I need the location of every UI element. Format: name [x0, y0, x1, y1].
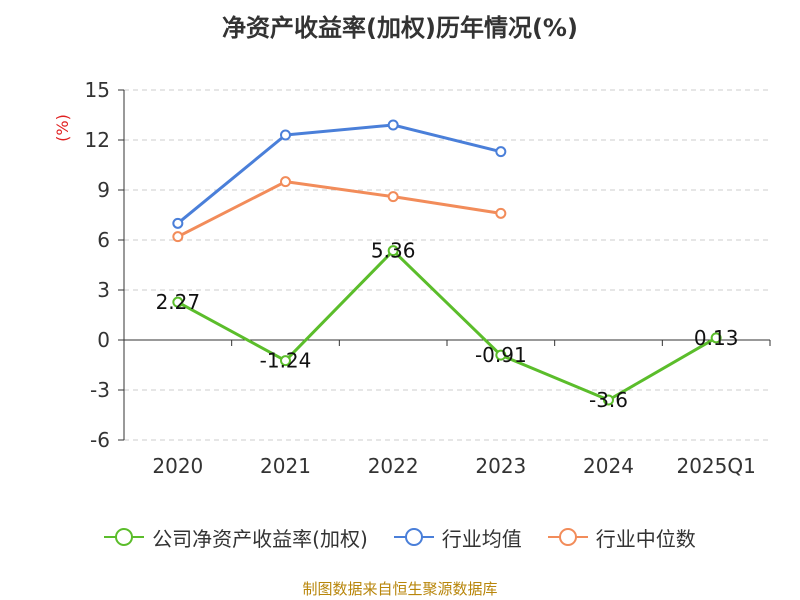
y-tick-label: 15: [85, 78, 110, 102]
line-chart: -6 -3 0 3 6 9 12 15 (%) 2020 2021 2022 2023 2024 2025Q…: [53, 78, 771, 478]
data-label: -0.91: [475, 343, 527, 367]
chart-legend: 公司净资产收益率(加权) 行业均值 行业中位数: [0, 520, 800, 554]
data-point: [280, 129, 291, 141]
x-tick-label: 2024: [583, 454, 634, 478]
data-point: [280, 176, 291, 188]
data-point: [172, 231, 184, 243]
y-tick-label: 0: [97, 328, 110, 352]
chart-title: 净资产收益率(加权)历年情况(%): [222, 14, 578, 42]
y-tick-label: 6: [97, 228, 110, 252]
data-point: [710, 332, 722, 344]
y-tick-label: 12: [85, 128, 110, 152]
legend-item[interactable]: 公司净资产收益率(加权): [104, 523, 368, 552]
legend-label: 公司净资产收益率(加权): [152, 526, 368, 551]
legend-item[interactable]: 行业均值: [393, 523, 522, 552]
data-point: [495, 207, 507, 219]
data-label: 5.36: [371, 239, 416, 263]
series-line: [177, 249, 717, 402]
legend-label: 行业均值: [441, 526, 522, 551]
data-point: [172, 217, 184, 229]
data-point: [387, 245, 399, 257]
series-line: [176, 123, 502, 225]
data-label: -1.24: [260, 349, 312, 373]
data-point: [495, 349, 507, 361]
legend-swatch-icon: [393, 527, 434, 547]
legend-swatch-icon: [547, 527, 588, 547]
x-tick-label: 2022: [368, 454, 419, 478]
data-point: [387, 119, 399, 131]
y-tick-label: -6: [90, 428, 110, 452]
x-tick-label: 2021: [260, 454, 311, 478]
data-point: [280, 355, 291, 367]
y-tick-label: 9: [97, 178, 110, 202]
legend-swatch-icon: [104, 527, 145, 547]
legend-label: 行业中位数: [595, 526, 696, 551]
series-line: [177, 180, 502, 239]
source-note: 制图数据来自恒生聚源数据库: [302, 580, 498, 598]
x-tick-label: 2023: [475, 454, 526, 478]
y-tick-label: -3: [90, 378, 110, 402]
data-point: [387, 191, 399, 203]
data-point: [495, 146, 507, 158]
data-point: [603, 394, 614, 406]
y-axis-label: (%): [53, 114, 72, 142]
x-tick-label: 2020: [152, 454, 203, 478]
y-tick-label: 3: [97, 278, 110, 302]
legend-item[interactable]: 行业中位数: [547, 523, 696, 552]
data-label: 0.13: [694, 326, 739, 350]
data-label: -3.6: [589, 388, 628, 412]
x-tick-label: 2025Q1: [676, 454, 755, 478]
data-label: 2.27: [156, 290, 201, 314]
data-point: [172, 296, 184, 308]
